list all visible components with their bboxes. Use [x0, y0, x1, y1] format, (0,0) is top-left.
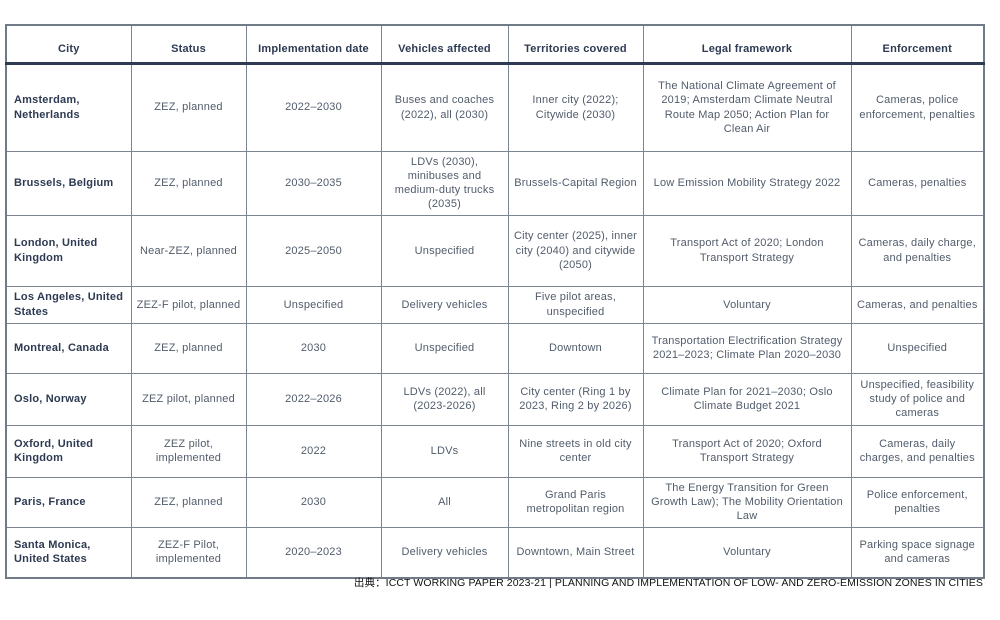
- column-header-enforcement: Enforcement: [850, 24, 985, 65]
- cell-vehicles_affected: LDVs (2022), all (2023-2026): [380, 372, 509, 426]
- cell-status: ZEZ, planned: [130, 62, 247, 152]
- cell-city: Paris, France: [5, 476, 132, 528]
- table-body: Amsterdam, Netherlands ZEZ, planned 2022–2…: [5, 62, 985, 579]
- zez-cities-table: City Status Implementation date Vehicles af…: [5, 24, 985, 580]
- cell-city: Santa Monica, United States: [5, 526, 132, 579]
- cell-city: Oslo, Norway: [5, 372, 132, 426]
- column-header-legal_framework: Legal framework: [642, 24, 852, 65]
- table-row: Amsterdam, Netherlands ZEZ, planned 2022–2…: [5, 62, 985, 152]
- cell-legal_framework: Voluntary: [642, 285, 852, 324]
- cell-legal_framework: The National Climate Agreement of 2019; …: [642, 62, 852, 152]
- cell-enforcement: Cameras, daily charges, and penalties: [850, 424, 985, 478]
- cell-territories_covered: Brussels-Capital Region: [507, 150, 644, 216]
- cell-implementation_date: 2030: [245, 476, 382, 528]
- table-row: Montreal, Canada ZEZ, planned 2030 Unspecif…: [5, 322, 985, 374]
- cell-enforcement: Parking space signage and cameras: [850, 526, 985, 579]
- header-row: City Status Implementation date Vehicles af…: [5, 24, 985, 65]
- cell-implementation_date: 2030: [245, 322, 382, 374]
- cell-vehicles_affected: Delivery vehicles: [380, 526, 509, 579]
- cell-status: ZEZ, planned: [130, 476, 247, 528]
- cell-territories_covered: Five pilot areas, unspecified: [507, 285, 644, 324]
- cell-implementation_date: 2022: [245, 424, 382, 478]
- cell-city: Brussels, Belgium: [5, 150, 132, 216]
- cell-vehicles_affected: Unspecified: [380, 214, 509, 287]
- cell-status: ZEZ, planned: [130, 322, 247, 374]
- table-row: Brussels, Belgium ZEZ, planned 2030–2035 LD…: [5, 150, 985, 216]
- cell-vehicles_affected: Unspecified: [380, 322, 509, 374]
- table-row: Oslo, Norway ZEZ pilot, planned 2022–2026 L…: [5, 372, 985, 426]
- cell-vehicles_affected: LDVs (2030), minibuses and medium-duty t…: [380, 150, 509, 216]
- cell-enforcement: Police enforcement, penalties: [850, 476, 985, 528]
- cell-city: Amsterdam, Netherlands: [5, 62, 132, 152]
- cell-vehicles_affected: All: [380, 476, 509, 528]
- cell-territories_covered: Grand Paris metropolitan region: [507, 476, 644, 528]
- column-header-vehicles_affected: Vehicles affected: [380, 24, 509, 65]
- cell-enforcement: Cameras, penalties: [850, 150, 985, 216]
- cell-territories_covered: City center (Ring 1 by 2023, Ring 2 by 2…: [507, 372, 644, 426]
- column-header-city: City: [5, 24, 132, 65]
- cell-vehicles_affected: Buses and coaches (2022), all (2030): [380, 62, 509, 152]
- cell-implementation_date: 2030–2035: [245, 150, 382, 216]
- cell-enforcement: Unspecified: [850, 322, 985, 374]
- cell-legal_framework: Transportation Electrification Strategy …: [642, 322, 852, 374]
- cell-territories_covered: Inner city (2022); Citywide (2030): [507, 62, 644, 152]
- cell-legal_framework: Transport Act of 2020; London Transport …: [642, 214, 852, 287]
- cell-status: ZEZ pilot, planned: [130, 372, 247, 426]
- cell-territories_covered: Downtown, Main Street: [507, 526, 644, 579]
- cell-city: Oxford, United Kingdom: [5, 424, 132, 478]
- table-row: London, United Kingdom Near-ZEZ, planned 2…: [5, 214, 985, 287]
- cell-implementation_date: Unspecified: [245, 285, 382, 324]
- cell-implementation_date: 2020–2023: [245, 526, 382, 579]
- cell-status: ZEZ, planned: [130, 150, 247, 216]
- cell-enforcement: Unspecified, feasibility study of police…: [850, 372, 985, 426]
- cell-implementation_date: 2025–2050: [245, 214, 382, 287]
- cell-territories_covered: Downtown: [507, 322, 644, 374]
- cell-enforcement: Cameras, and penalties: [850, 285, 985, 324]
- cell-enforcement: Cameras, daily charge, and penalties: [850, 214, 985, 287]
- table-row: Santa Monica, United States ZEZ-F Pilot, …: [5, 526, 985, 579]
- cell-vehicles_affected: Delivery vehicles: [380, 285, 509, 324]
- cell-status: ZEZ-F Pilot, implemented: [130, 526, 247, 579]
- table-row: Los Angeles, United States ZEZ-F pilot, p…: [5, 285, 985, 324]
- cell-implementation_date: 2022–2026: [245, 372, 382, 426]
- column-header-territories_covered: Territories covered: [507, 24, 644, 65]
- cell-legal_framework: Transport Act of 2020; Oxford Transport …: [642, 424, 852, 478]
- cell-legal_framework: Low Emission Mobility Strategy 2022: [642, 150, 852, 216]
- cell-city: Los Angeles, United States: [5, 285, 132, 324]
- cell-legal_framework: The Energy Transition for Green Growth L…: [642, 476, 852, 528]
- column-header-implementation_date: Implementation date: [245, 24, 382, 65]
- cell-legal_framework: Voluntary: [642, 526, 852, 579]
- cell-implementation_date: 2022–2030: [245, 62, 382, 152]
- cell-city: Montreal, Canada: [5, 322, 132, 374]
- cell-status: ZEZ pilot, implemented: [130, 424, 247, 478]
- cell-city: London, United Kingdom: [5, 214, 132, 287]
- cell-status: Near-ZEZ, planned: [130, 214, 247, 287]
- cell-legal_framework: Climate Plan for 2021–2030; Oslo Climate…: [642, 372, 852, 426]
- column-header-status: Status: [130, 24, 247, 65]
- cell-territories_covered: Nine streets in old city center: [507, 424, 644, 478]
- table-header: City Status Implementation date Vehicles af…: [5, 24, 985, 65]
- cell-territories_covered: City center (2025), inner city (2040) an…: [507, 214, 644, 287]
- cell-status: ZEZ-F pilot, planned: [130, 285, 247, 324]
- table-row: Oxford, United Kingdom ZEZ pilot, impleme…: [5, 424, 985, 478]
- table-row: Paris, France ZEZ, planned 2030 All Grand Pa…: [5, 476, 985, 528]
- cell-enforcement: Cameras, police enforcement, penalties: [850, 62, 985, 152]
- cell-vehicles_affected: LDVs: [380, 424, 509, 478]
- source-caption: 出典：ICCT WORKING PAPER 2023-21 | PLANNING…: [353, 577, 983, 589]
